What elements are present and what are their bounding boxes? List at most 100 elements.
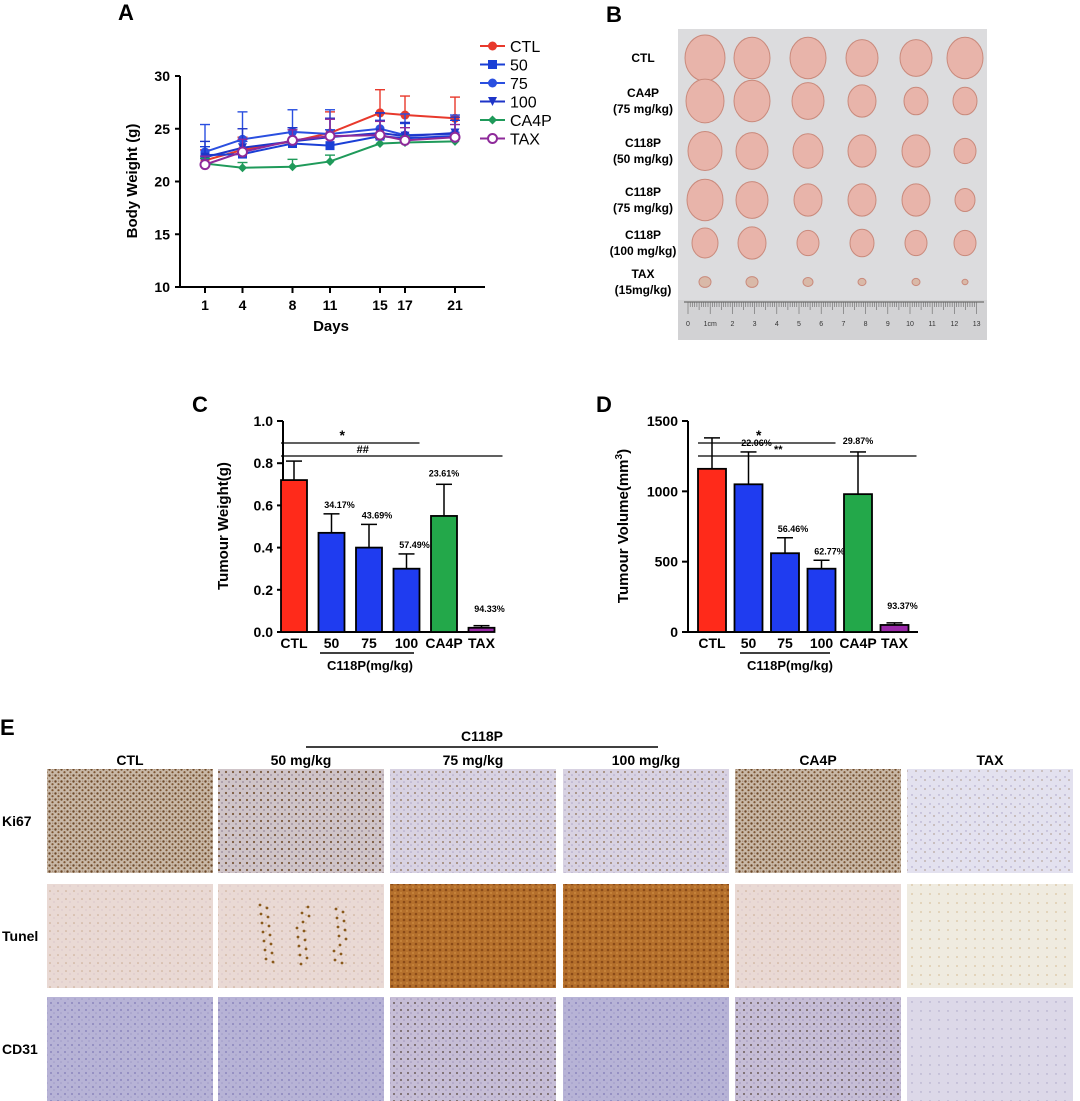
ihc-tile-ki67-5	[907, 769, 1073, 873]
y-axis-label: Body Weight (g)	[124, 124, 141, 239]
ihc-tile-cd31-3	[563, 997, 729, 1101]
tumour-specimen	[953, 229, 977, 257]
tumour-specimen	[946, 36, 984, 80]
tunel-dot	[334, 907, 338, 911]
ruler-label: 9	[886, 321, 890, 328]
tumour-specimen	[735, 132, 769, 170]
tumour-specimen	[745, 276, 759, 288]
tumour-specimen	[733, 79, 771, 123]
y-tick-label: 25	[154, 121, 170, 137]
series-point	[488, 41, 497, 51]
legend-item-100: 100	[480, 95, 537, 112]
x-tick-label: CTL	[698, 635, 726, 651]
tumour-specimen	[847, 183, 877, 217]
tumour-specimen	[901, 134, 931, 168]
percent-label: 93.37%	[887, 601, 918, 611]
x-tick-label: 11	[323, 297, 338, 313]
tunel-dot	[263, 948, 267, 952]
series-point	[449, 131, 461, 143]
tumour-specimen	[847, 84, 877, 118]
percent-label: 34.17%	[324, 500, 355, 510]
series-point	[325, 156, 335, 166]
legend-item-50: 50	[480, 58, 528, 75]
tunel-dot	[303, 938, 307, 942]
series-point	[287, 134, 298, 146]
tunel-dot	[344, 937, 348, 941]
tunel-dot	[265, 906, 269, 910]
bar-tax	[467, 626, 496, 633]
percent-label: 43.69%	[362, 510, 393, 520]
tunel-dot	[337, 934, 341, 938]
bar-ctl	[280, 479, 308, 633]
row-sublabel: (75 mg/kg)	[613, 201, 673, 215]
row-sublabel: (100 mg/kg)	[610, 244, 677, 258]
tunel-dot	[270, 951, 274, 955]
x-tick-label: 100	[395, 635, 419, 651]
group-label: C118P(mg/kg)	[747, 658, 833, 673]
tumour-volume-chart: Tumour Volume(mm3) 05001000150022.06%56.…	[614, 413, 918, 673]
y-axis-label-end: )	[615, 449, 632, 454]
legend-label: CTL	[510, 39, 540, 56]
tunel-dot	[333, 958, 337, 962]
percent-label: 57.49%	[399, 540, 430, 550]
ihc-tile-ki67-4	[735, 769, 901, 873]
series-point	[488, 78, 497, 88]
x-tick-label: TAX	[468, 635, 496, 651]
tumour-specimen	[847, 134, 877, 168]
ruler-label: 13	[973, 321, 981, 328]
tunel-dot	[302, 929, 306, 933]
row-label: CTL	[631, 51, 654, 65]
y-tick-label: 1.0	[254, 413, 274, 429]
tunel-dot	[259, 912, 263, 916]
tumour-specimen	[698, 276, 712, 288]
tumour-photo: CTL CA4P (75 mg/kg) C118P (50 mg/kg) C118P (75…	[610, 29, 987, 340]
panel-letter-e: E	[0, 715, 15, 740]
ihc-tile-ki67-2	[390, 769, 556, 873]
bar-ca4p	[430, 515, 458, 633]
ruler-label: 6	[819, 321, 823, 328]
tumour-specimen	[904, 229, 928, 257]
tunel-dot	[264, 957, 268, 961]
bar-50	[733, 483, 764, 633]
tumour-specimen	[802, 277, 814, 287]
row-label: C118P	[625, 136, 661, 150]
series-point	[237, 146, 248, 158]
ruler-label: 7	[841, 321, 845, 328]
ruler-label: 1cm	[704, 321, 717, 328]
tunel-dot	[335, 916, 339, 920]
tunel-dot	[266, 915, 270, 919]
tumour-specimen	[845, 39, 879, 77]
tunel-dot	[269, 942, 273, 946]
x-tick-label: 50	[324, 635, 340, 651]
row-label: Tunel	[2, 928, 38, 944]
tunel-dot	[300, 911, 304, 915]
ihc-tile-cd31-2	[390, 997, 556, 1101]
tunel-dot	[260, 921, 264, 925]
series-point	[374, 129, 386, 141]
tumour-specimen	[961, 278, 969, 286]
tunel-dot	[267, 924, 271, 928]
tunel-dot	[332, 949, 336, 953]
column-label: 100 mg/kg	[612, 752, 680, 768]
series-point	[375, 139, 385, 149]
group-label: C118P(mg/kg)	[327, 658, 413, 673]
tunel-dot	[304, 947, 308, 951]
bar-100	[392, 567, 421, 633]
tumour-specimen	[791, 82, 825, 120]
tumour-specimen	[793, 183, 823, 217]
ihc-tile-tunel-2	[390, 884, 556, 988]
x-tick-label: 1	[201, 297, 209, 313]
y-tick-label: 30	[154, 68, 170, 84]
tumour-specimen	[733, 36, 771, 80]
row-label: CA4P	[627, 86, 659, 100]
tumour-specimen	[789, 36, 827, 80]
significance-mark: **	[774, 444, 783, 456]
tunel-dot	[295, 926, 299, 930]
tumour-specimen	[691, 227, 719, 259]
ihc-tile-ki67-3	[563, 769, 729, 873]
tumour-specimen	[849, 228, 875, 258]
x-tick-label: CA4P	[425, 635, 462, 651]
y-tick-label: 500	[655, 554, 679, 570]
x-tick-label: 21	[447, 297, 463, 313]
